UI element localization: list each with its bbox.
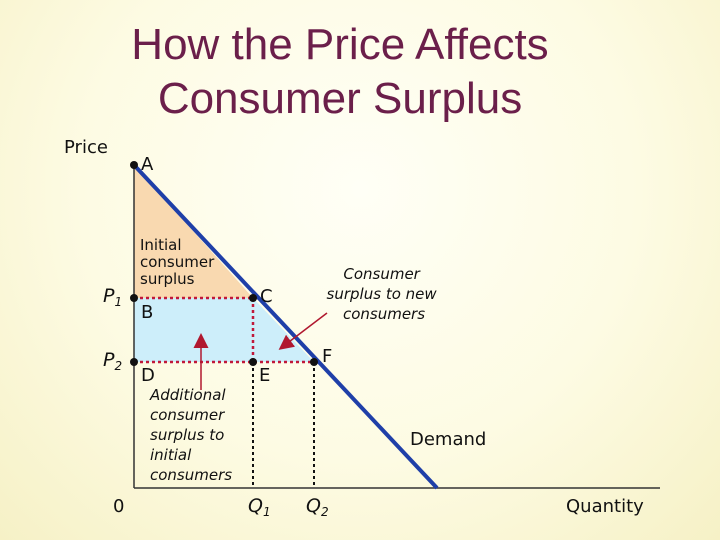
added-surplus-area [134,298,314,362]
demand-label: Demand [410,429,486,450]
p2-label: P2 [103,349,122,373]
title-line-2: Consumer Surplus [157,74,523,123]
point-e [249,358,257,366]
demand-curve [132,163,439,490]
point-c [249,294,257,302]
label-f: F [322,346,332,367]
origin-label: 0 [113,496,124,517]
point-a [130,161,138,169]
q1-label: Q1 [248,495,271,519]
x-axis-label: Quantity [566,496,644,517]
point-d [130,358,138,366]
label-b: B [141,302,153,323]
label-a: A [141,154,154,175]
new-surplus-label: Consumer surplus to new consumers [327,265,442,323]
initial-surplus-label: Initial consumer surplus [140,236,219,288]
q2-label: Q2 [306,495,329,519]
p1-label: P1 [103,285,122,309]
point-f [310,358,318,366]
label-c: C [260,286,273,307]
page-title: How the Price Affects Consumer Surplus [0,18,680,126]
y-axis-label: Price [64,137,108,158]
point-b [130,294,138,302]
additional-surplus-label: Additional consumer surplus to initial c… [149,386,232,484]
title-line-1: How the Price Affects [131,20,549,69]
label-d: D [141,365,155,386]
new-surplus-arrow [278,312,328,350]
label-e: E [259,365,270,386]
